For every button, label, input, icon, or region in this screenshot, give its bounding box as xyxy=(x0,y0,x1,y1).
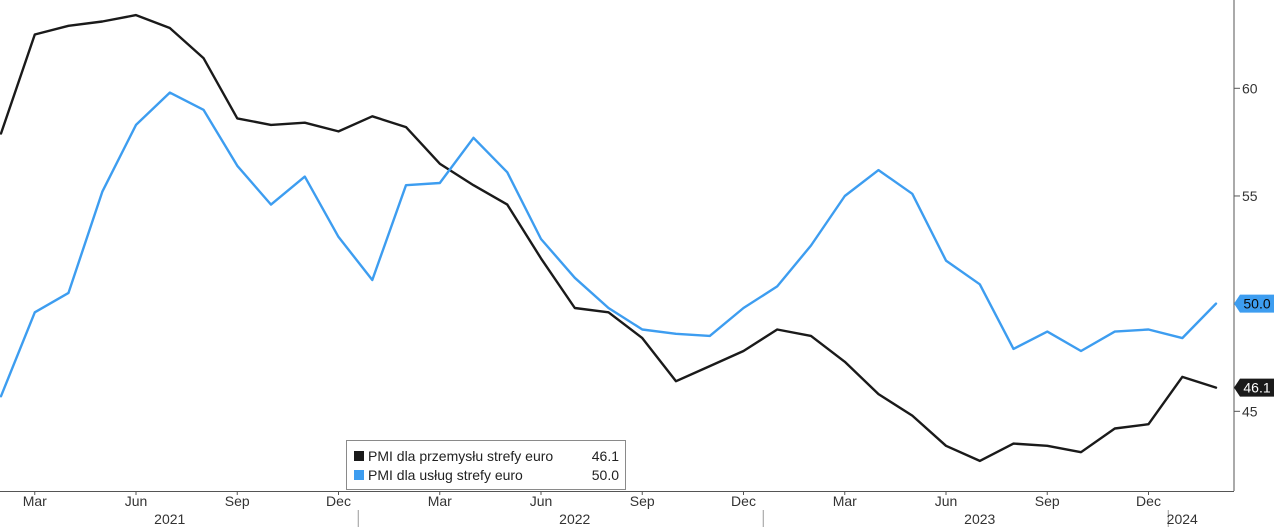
last-value-tag-0: 46.1 xyxy=(1234,378,1274,397)
x-tick-label: Sep xyxy=(225,493,250,509)
x-tick-label: Jun xyxy=(935,493,958,509)
last-value-tag-1: 50.0 xyxy=(1234,294,1274,313)
x-tick-label: Mar xyxy=(428,493,452,509)
x-tick-label: Mar xyxy=(833,493,857,509)
legend-item-services: PMI dla usług strefy euro 50.0 xyxy=(354,465,619,484)
x-tick-label: Dec xyxy=(326,493,351,509)
legend-label-manufacturing: PMI dla przemysłu strefy euro xyxy=(368,447,554,464)
legend-swatch-services xyxy=(354,469,364,480)
last-value-labels: 46.1 50.0 xyxy=(1234,294,1274,397)
x-tick-label: Sep xyxy=(1035,493,1060,509)
x-tick-label: Dec xyxy=(731,493,756,509)
legend-value-manufacturing: 46.1 xyxy=(591,447,619,464)
series-line-1 xyxy=(0,91,1218,398)
y-tick-label: 45 xyxy=(1242,403,1258,419)
x-tick-label: Sep xyxy=(630,493,655,509)
y-axis-ticks: 45505560 xyxy=(1233,0,1258,491)
legend-swatch-manufacturing xyxy=(354,450,364,461)
legend-label-services: PMI dla usług strefy euro xyxy=(368,466,523,483)
last-value-text: 46.1 xyxy=(1243,380,1270,396)
year-label: 2021 xyxy=(154,511,185,527)
x-axis: Mar Jun Sep Dec Mar Jun Sep Dec Mar Jun Sep Dec 2021… xyxy=(0,491,1234,527)
x-tick-label: Jun xyxy=(125,493,148,509)
last-value-text: 50.0 xyxy=(1243,296,1270,312)
legend-value-services: 50.0 xyxy=(591,466,619,483)
last-value-tag-bg xyxy=(1234,294,1274,313)
x-tick-label: Mar xyxy=(23,493,47,509)
series-lines xyxy=(0,13,1218,463)
legend: PMI dla przemysłu strefy euro 46.1 PMI d… xyxy=(346,440,626,490)
year-label: 2022 xyxy=(559,511,590,527)
x-tick-label: Jun xyxy=(530,493,553,509)
series-line-0 xyxy=(0,13,1218,463)
year-label: 2024 xyxy=(1167,511,1198,527)
last-value-tag-bg xyxy=(1234,378,1274,397)
legend-item-manufacturing: PMI dla przemysłu strefy euro 46.1 xyxy=(354,446,619,465)
y-tick-label: 60 xyxy=(1242,80,1258,96)
y-tick-label: 55 xyxy=(1242,188,1258,204)
year-label: 2023 xyxy=(964,511,995,527)
x-tick-label: Dec xyxy=(1136,493,1161,509)
